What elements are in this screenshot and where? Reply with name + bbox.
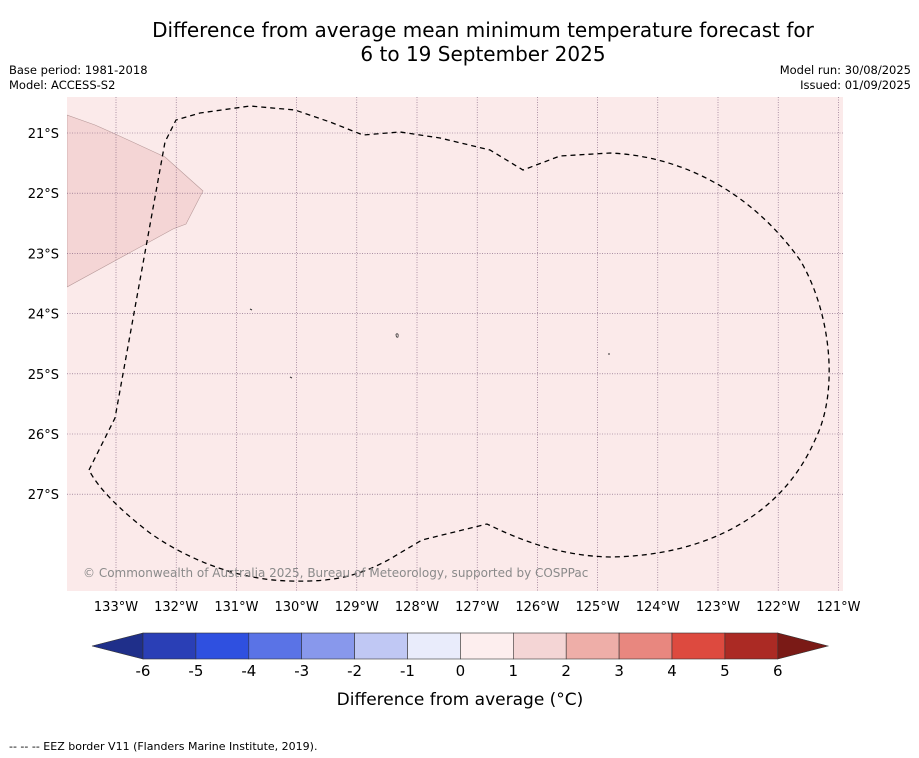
colorbar-title: Difference from average (°C) bbox=[337, 690, 584, 710]
colorbar-segment bbox=[407, 632, 461, 660]
colorbar-arrow-high bbox=[777, 632, 830, 660]
colorbar-tick-label: -2 bbox=[347, 662, 362, 680]
colorbar-tick-label: 0 bbox=[456, 662, 466, 680]
colorbar-segment bbox=[565, 632, 620, 660]
colorbar-tick-label: 5 bbox=[720, 662, 730, 680]
colorbar-tick-label: 3 bbox=[614, 662, 624, 680]
longitude-label: 125°W bbox=[576, 600, 620, 615]
colorbar-arrow-low bbox=[91, 632, 144, 660]
colorbar-segment bbox=[195, 632, 250, 660]
base-period: Base period: 1981-2018 bbox=[9, 63, 148, 77]
longitude-label: 126°W bbox=[515, 600, 559, 615]
longitude-label: 132°W bbox=[154, 600, 198, 615]
forecast-info-left: Base period: 1981-2018 Model: ACCESS-S2 bbox=[9, 63, 148, 93]
colorbar-segment bbox=[671, 632, 726, 660]
colorbar-tick-label: -5 bbox=[188, 662, 203, 680]
latitude-label: 21°S bbox=[28, 127, 59, 142]
issued-date: Issued: 01/09/2025 bbox=[800, 78, 911, 92]
colorbar-tick-label: -3 bbox=[294, 662, 309, 680]
latitude-label: 24°S bbox=[28, 308, 59, 323]
longitude-label: 128°W bbox=[395, 600, 439, 615]
title-line-2: 6 to 19 September 2025 bbox=[360, 42, 606, 66]
colorbar-segment bbox=[460, 632, 514, 660]
longitude-labels: 133°W 132°W 131°W 130°W 129°W 128°W 127°W 126°W… bbox=[94, 600, 861, 615]
longitude-label: 123°W bbox=[696, 600, 740, 615]
longitude-label: 131°W bbox=[214, 600, 258, 615]
eez-border bbox=[88, 105, 830, 582]
longitude-label: 129°W bbox=[335, 600, 379, 615]
forecast-info-right: Model run: 30/08/2025 Issued: 01/09/2025 bbox=[780, 63, 911, 93]
latitude-label: 25°S bbox=[28, 368, 59, 383]
colorbar: -6 -5 -4 -3 -2 -1 0 1 2 3 4 5 6 bbox=[91, 632, 830, 680]
northwest-anomaly-region bbox=[67, 114, 204, 288]
colorbar-tick-label: 6 bbox=[773, 662, 783, 680]
colorbar-segment bbox=[724, 632, 779, 660]
colorbar-segment bbox=[301, 632, 355, 660]
island-marker bbox=[249, 308, 253, 311]
latitude-label: 23°S bbox=[28, 247, 59, 262]
latitude-labels: 21°S 22°S 23°S 24°S 25°S 26°S 27°S bbox=[28, 127, 59, 503]
longitude-label: 122°W bbox=[756, 600, 800, 615]
island-marker bbox=[395, 333, 399, 338]
island-marker bbox=[289, 376, 293, 379]
colorbar-segment bbox=[248, 632, 303, 660]
colorbar-segment bbox=[354, 632, 408, 660]
longitude-label: 121°W bbox=[816, 600, 860, 615]
map-title: Difference from average mean minimum tem… bbox=[0, 18, 919, 66]
longitude-label: 124°W bbox=[636, 600, 680, 615]
colorbar-tick-label: 1 bbox=[509, 662, 519, 680]
model-run: Model run: 30/08/2025 bbox=[779, 63, 911, 77]
eez-legend-note: -- -- -- EEZ border V11 (Flanders Marine… bbox=[9, 740, 318, 753]
latitude-label: 26°S bbox=[28, 428, 59, 443]
longitude-label: 127°W bbox=[455, 600, 499, 615]
colorbar-tick-label: -1 bbox=[400, 662, 415, 680]
longitude-label: 133°W bbox=[94, 600, 138, 615]
model-name: Model: ACCESS-S2 bbox=[9, 78, 116, 92]
colorbar-tick-label: -4 bbox=[241, 662, 256, 680]
map-background bbox=[67, 97, 843, 591]
title-line-1: Difference from average mean minimum tem… bbox=[152, 18, 814, 42]
map-gridlines bbox=[67, 97, 843, 591]
colorbar-tick-label: 2 bbox=[561, 662, 571, 680]
colorbar-tick-label: 4 bbox=[667, 662, 677, 680]
colorbar-tick-label: -6 bbox=[136, 662, 151, 680]
colorbar-segment bbox=[142, 632, 197, 660]
colorbar-segment bbox=[512, 632, 567, 660]
latitude-label: 27°S bbox=[28, 488, 59, 503]
colorbar-segment bbox=[618, 632, 673, 660]
latitude-label: 22°S bbox=[28, 187, 59, 202]
copyright-text: © Commonwealth of Australia 2025, Bureau… bbox=[83, 566, 588, 580]
longitude-label: 130°W bbox=[275, 600, 319, 615]
